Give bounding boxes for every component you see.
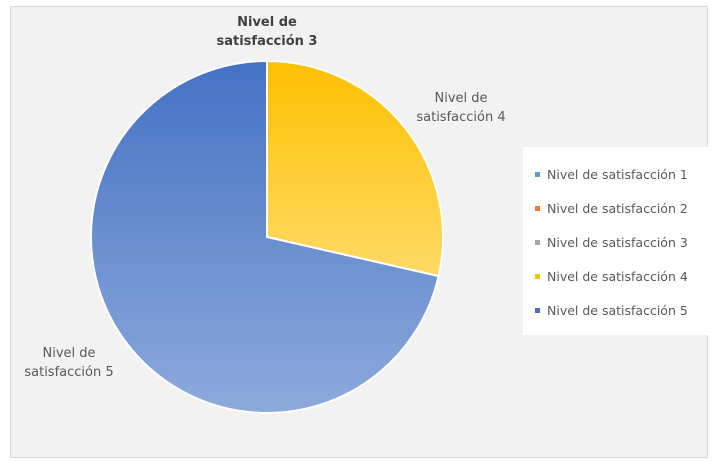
slice-label-satisfaccion-5: Nivel de satisfacción 5 — [24, 346, 114, 380]
legend-swatch-4 — [535, 273, 540, 279]
legend-swatch-3 — [535, 239, 540, 245]
legend-item-4: Nivel de satisfacción 4 — [535, 259, 709, 293]
chart-area: Nivel de satisfacción 3 Nivel de satisfa… — [10, 6, 709, 458]
legend-label-5: Nivel de satisfacción 5 — [547, 302, 688, 318]
legend-label-3: Nivel de satisfacción 3 — [547, 234, 688, 250]
legend-item-5: Nivel de satisfacción 5 — [535, 293, 709, 327]
legend-swatch-5 — [535, 307, 540, 313]
slice-label-overlap: Nivel de satisfacción 3 — [216, 15, 318, 49]
legend-label-1: Nivel de satisfacción 1 — [547, 166, 688, 182]
slice-label-satisfaccion-4: Nivel de satisfacción 4 — [416, 91, 506, 125]
legend-item-2: Nivel de satisfacción 2 — [535, 191, 709, 225]
legend-swatch-2 — [535, 205, 540, 211]
legend-swatch-1 — [535, 171, 540, 177]
legend-label-2: Nivel de satisfacción 2 — [547, 200, 688, 216]
legend-item-3: Nivel de satisfacción 3 — [535, 225, 709, 259]
legend-item-1: Nivel de satisfacción 1 — [535, 157, 709, 191]
legend-label-4: Nivel de satisfacción 4 — [547, 268, 688, 284]
pie-slice-4 — [266, 59, 444, 278]
legend: Nivel de satisfacción 1 Nivel de satisfa… — [523, 147, 709, 335]
pie-chart — [90, 59, 444, 414]
pie-slice-5 — [90, 59, 440, 414]
